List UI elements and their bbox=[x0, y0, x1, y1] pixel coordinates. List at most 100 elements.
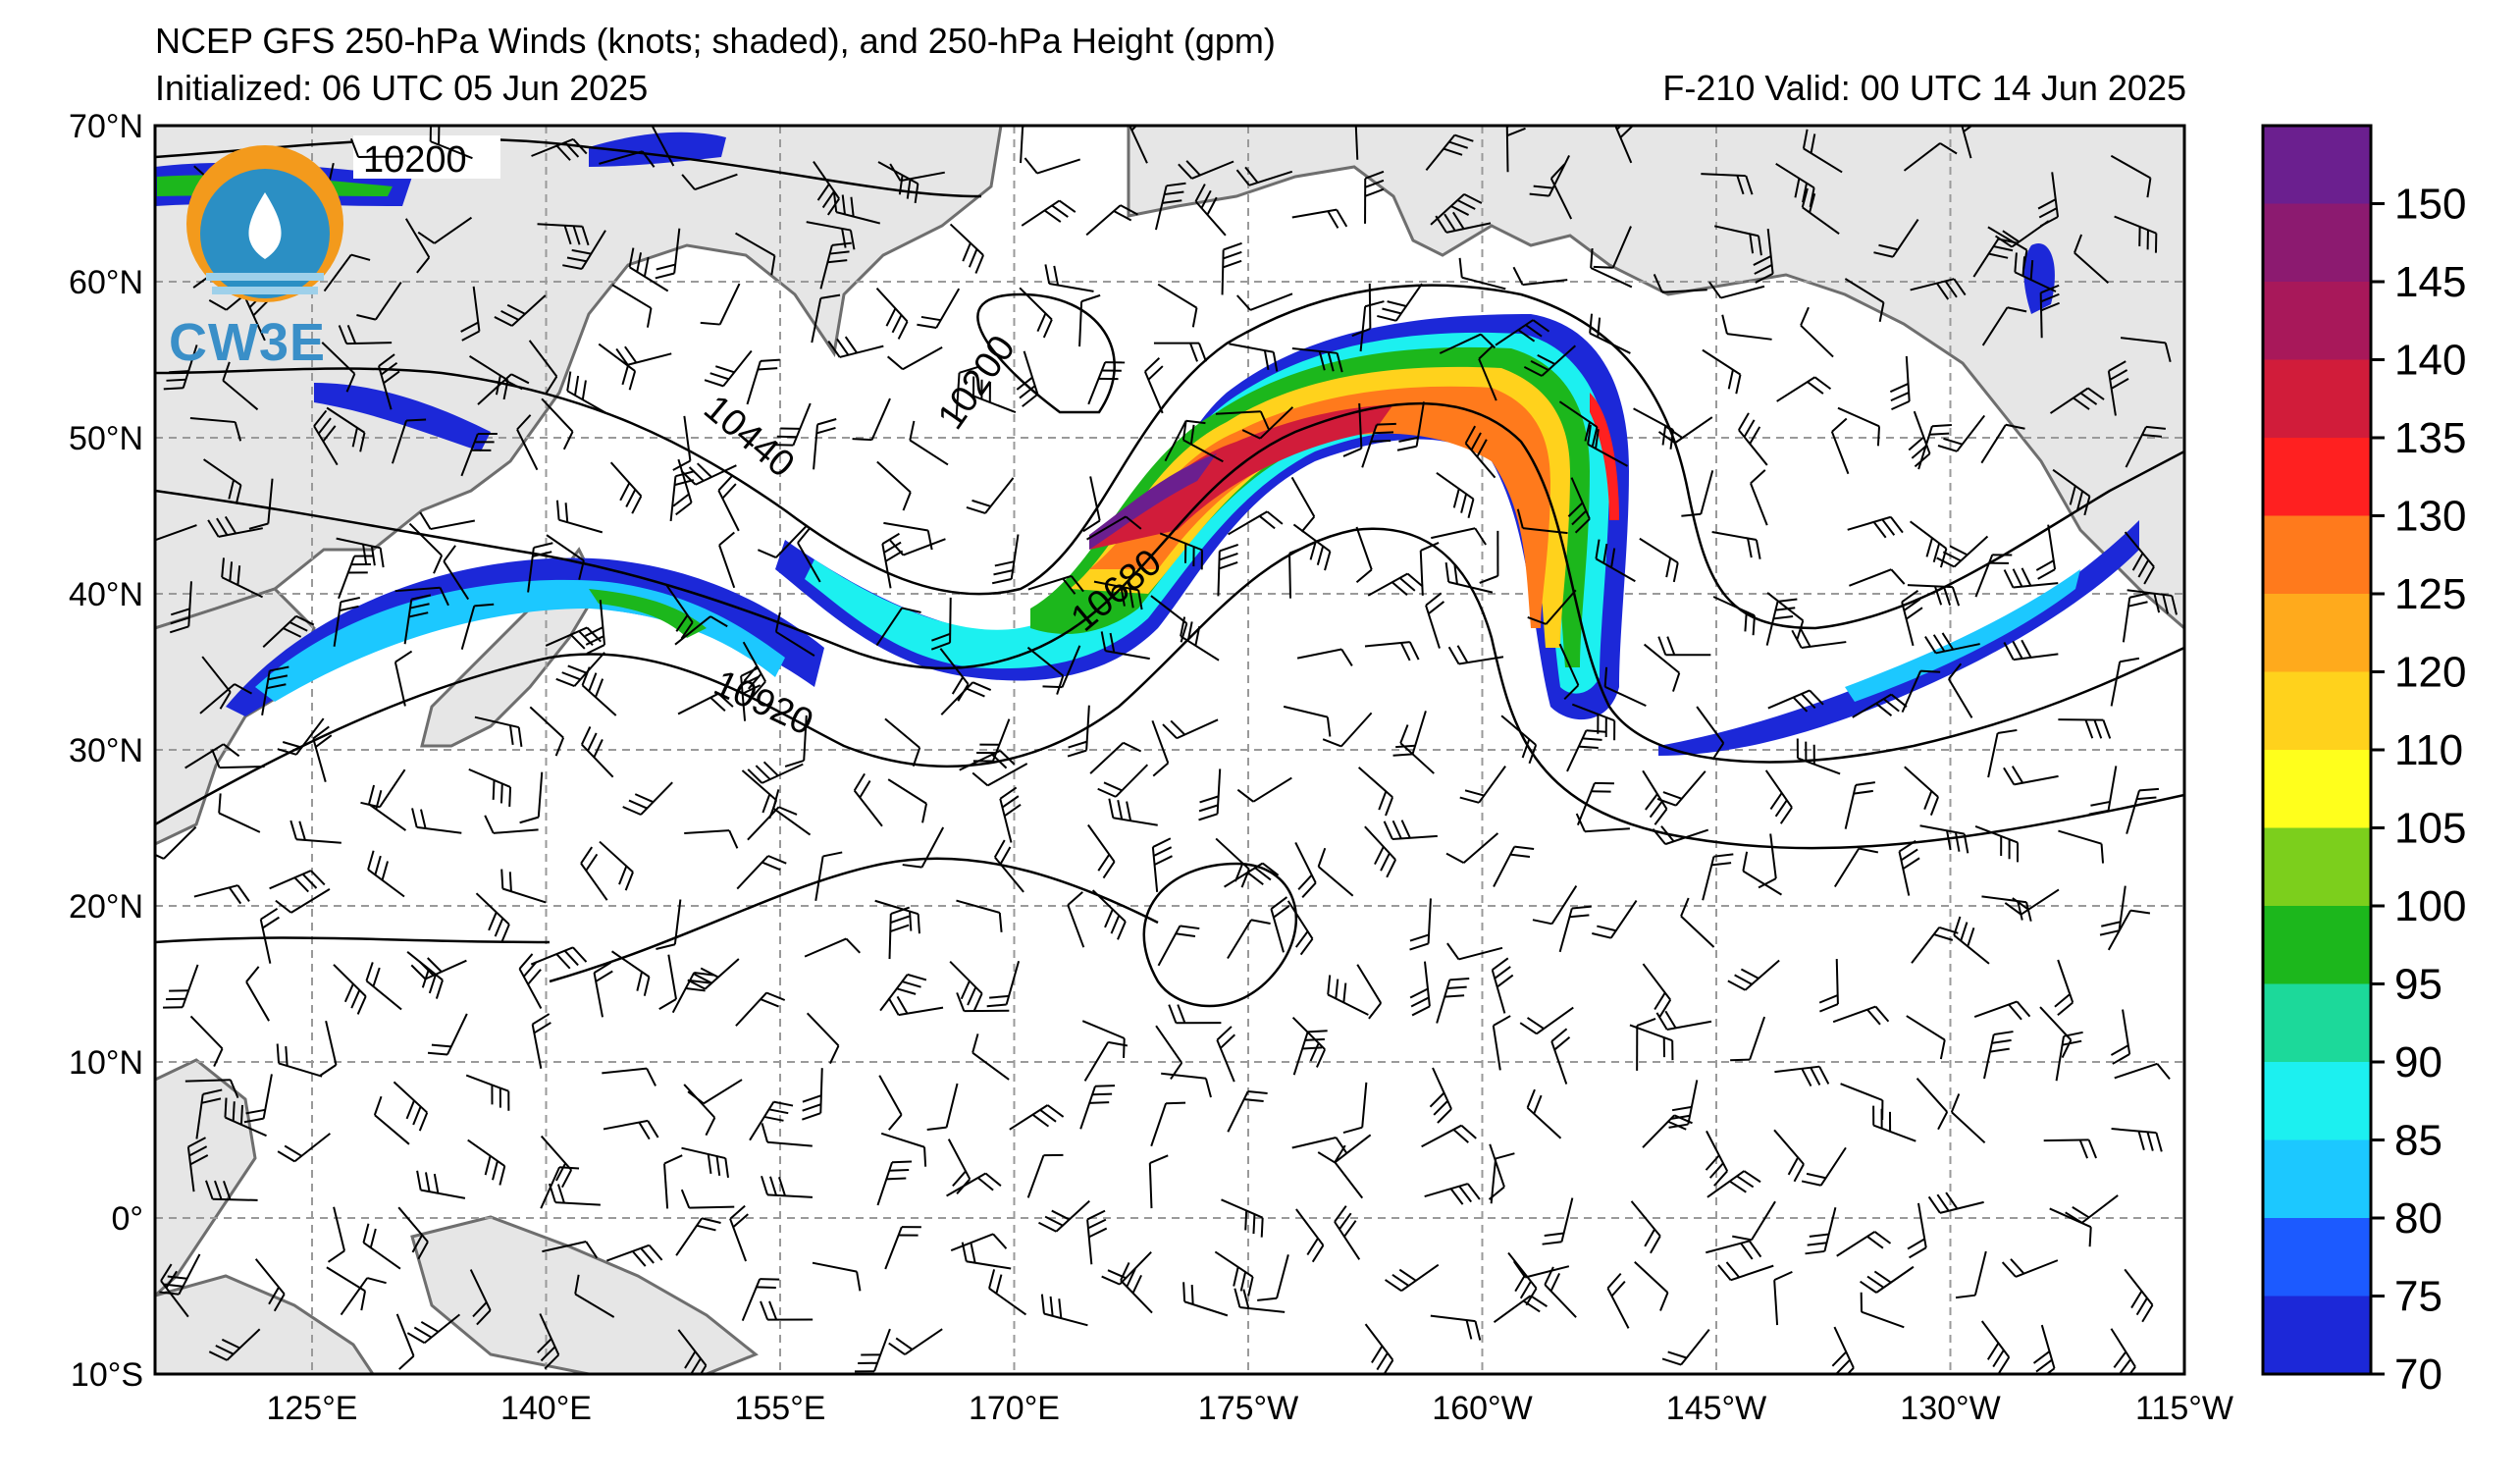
wind-barb bbox=[833, 192, 881, 225]
wind-barb bbox=[1221, 241, 1242, 295]
wind-barb bbox=[1361, 422, 1396, 468]
wind-barb bbox=[477, 373, 530, 405]
contour-10200-north bbox=[155, 137, 982, 198]
wind-barb bbox=[516, 414, 539, 471]
wind-barb bbox=[930, 597, 952, 651]
wind-barb bbox=[735, 232, 776, 276]
wind-barb bbox=[1458, 257, 1506, 291]
wind-barb bbox=[419, 511, 476, 531]
wind-barb bbox=[475, 892, 510, 943]
wind-barb bbox=[195, 1088, 223, 1139]
wind-barb bbox=[2126, 589, 2178, 615]
wind-barb bbox=[758, 524, 809, 558]
wind-barb bbox=[1291, 208, 1348, 229]
wind-barb bbox=[248, 478, 274, 530]
wind-barb bbox=[1873, 219, 1919, 258]
wind-barb bbox=[349, 137, 404, 158]
wind-barb bbox=[999, 786, 1022, 843]
map-title: NCEP GFS 250-hPa Winds (knots; shaded), … bbox=[155, 21, 1276, 61]
wind-barb bbox=[1767, 689, 1824, 713]
wind-barb bbox=[1903, 142, 1958, 172]
wind-barb bbox=[672, 458, 693, 516]
wind-barb bbox=[2058, 829, 2105, 864]
wind-barb bbox=[749, 1100, 794, 1141]
wind-barb bbox=[680, 462, 737, 486]
colorbar-label: 125 bbox=[2394, 570, 2466, 618]
wind-barb bbox=[262, 614, 315, 648]
wind-barb bbox=[1270, 896, 1290, 953]
wind-barb bbox=[1009, 1104, 1065, 1131]
wind-barb bbox=[2122, 592, 2149, 643]
wind-barb bbox=[529, 706, 565, 757]
wind-barb bbox=[1636, 1017, 1656, 1071]
wind-barb bbox=[1291, 1137, 1348, 1155]
wind-barb bbox=[1657, 416, 1713, 445]
wind-barb bbox=[540, 1135, 573, 1189]
land-indonesia bbox=[155, 1274, 375, 1374]
colorbar-segment bbox=[2263, 282, 2371, 360]
wind-barb bbox=[971, 1033, 1010, 1081]
wind-barb bbox=[2043, 1139, 2098, 1159]
wind-barb bbox=[1446, 942, 1503, 961]
wind-barb bbox=[261, 665, 289, 715]
wind-barb bbox=[1701, 173, 1754, 195]
wind-barb bbox=[254, 1258, 286, 1312]
lon-tick-label: 140°E bbox=[500, 1390, 592, 1427]
wind-barb bbox=[2052, 468, 2091, 516]
wind-barb bbox=[404, 218, 431, 274]
wind-barb bbox=[1505, 126, 1526, 173]
wind-barb bbox=[1159, 532, 1203, 570]
wind-barb bbox=[1994, 220, 2050, 248]
wind-barb bbox=[531, 1013, 551, 1069]
wind-barb bbox=[1831, 1326, 1855, 1374]
wind-barb bbox=[876, 460, 912, 511]
wind-barb bbox=[203, 458, 242, 504]
wind-barb bbox=[1519, 1006, 1574, 1035]
wind-barb bbox=[259, 908, 280, 964]
wind-barb bbox=[854, 1328, 891, 1373]
wind-barb bbox=[813, 418, 837, 470]
wind-barb bbox=[277, 1133, 331, 1163]
wind-barb bbox=[1364, 170, 1385, 224]
wind-barb bbox=[1906, 1015, 1946, 1060]
wind-barb bbox=[1292, 1030, 1328, 1076]
jet-central-red bbox=[1089, 404, 1393, 550]
wind-barb bbox=[1680, 897, 1715, 948]
wind-barb bbox=[909, 420, 949, 466]
wind-barb bbox=[1235, 292, 1293, 311]
wind-barb bbox=[1711, 531, 1761, 559]
wind-barb bbox=[599, 840, 634, 891]
wind-barb bbox=[275, 888, 331, 914]
wind-barb bbox=[956, 899, 1003, 932]
colorbar-segment bbox=[2263, 359, 2371, 439]
wind-barb bbox=[669, 470, 696, 522]
colorbar-label: 130 bbox=[2394, 493, 2466, 541]
wind-barb bbox=[1950, 1093, 1986, 1144]
wind-barb bbox=[356, 282, 402, 321]
lat-tick-label: 20°N bbox=[69, 888, 143, 926]
map-frame bbox=[153, 124, 2186, 1376]
wind-barb bbox=[1162, 718, 1219, 740]
wind-barb bbox=[772, 789, 812, 836]
grid-lines bbox=[155, 126, 2184, 1374]
wind-barb bbox=[940, 681, 992, 715]
wind-barb bbox=[584, 600, 606, 655]
wind-barb bbox=[991, 534, 1020, 585]
wind-barb bbox=[2124, 1268, 2154, 1323]
colorbar-label: 75 bbox=[2394, 1273, 2442, 1321]
wind-barb bbox=[1791, 628, 1847, 649]
wind-barb bbox=[163, 344, 198, 391]
wind-barb bbox=[1216, 1026, 1236, 1083]
wind-barb bbox=[1592, 900, 1638, 939]
wind-barb bbox=[184, 743, 240, 769]
wind-barb bbox=[1286, 900, 1314, 956]
wind-barb bbox=[611, 284, 653, 328]
wind-barb bbox=[674, 615, 728, 646]
wind-barb bbox=[160, 1263, 189, 1318]
wind-barb bbox=[394, 650, 413, 707]
wind-barb bbox=[1228, 510, 1284, 536]
wind-barb bbox=[1774, 1065, 1830, 1087]
wind-barb bbox=[1907, 584, 1961, 607]
wind-barb bbox=[988, 1269, 1027, 1316]
wind-barb bbox=[1818, 959, 1839, 1013]
